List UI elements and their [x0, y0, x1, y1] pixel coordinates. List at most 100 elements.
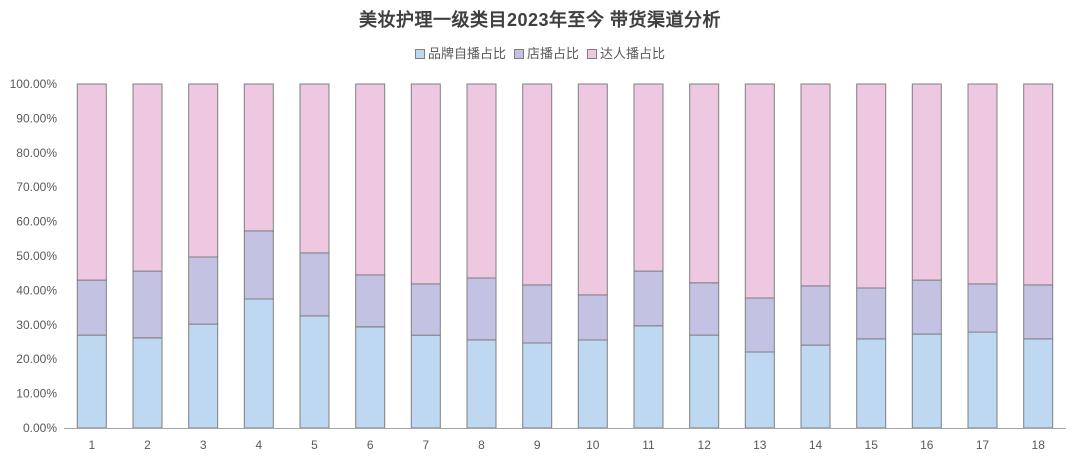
- x-tick-label: 12: [698, 438, 712, 452]
- influencer-stream-segment: [633, 83, 664, 272]
- legend-label: 达人播占比: [600, 46, 666, 61]
- influencer-stream-segment: [1023, 83, 1054, 286]
- x-tick-label: 9: [534, 438, 541, 452]
- legend-swatch: [587, 49, 597, 59]
- stacked-bar: [633, 83, 664, 429]
- store-stream-segment: [355, 274, 386, 328]
- stacked-bar: [188, 83, 219, 429]
- y-tick-label: 100.00%: [10, 77, 58, 91]
- x-tick-label: 17: [976, 438, 990, 452]
- influencer-stream-segment: [243, 83, 274, 232]
- store-stream-segment: [466, 277, 497, 341]
- x-tick-label: 10: [586, 438, 600, 452]
- stacked-bar: [466, 83, 497, 429]
- stacked-bar: [299, 83, 330, 429]
- brand-self-stream-segment: [689, 334, 720, 429]
- y-tick-label: 40.00%: [16, 283, 57, 297]
- store-stream-segment: [967, 283, 998, 333]
- stacked-bar: [800, 83, 831, 429]
- influencer-stream-segment: [522, 83, 553, 286]
- legend-swatch: [513, 49, 524, 59]
- influencer-stream-segment: [800, 83, 831, 287]
- stacked-bar: [911, 83, 942, 429]
- y-tick-label: 70.00%: [16, 180, 57, 194]
- store-stream-segment: [243, 230, 274, 300]
- stacked-bar: [577, 83, 608, 429]
- store-stream-segment: [689, 282, 720, 336]
- x-tick-label: 5: [311, 438, 318, 452]
- legend: 品牌自播占比 店播占比 达人播占比: [0, 45, 1080, 63]
- stacked-bar: [243, 83, 274, 429]
- stacked-bar: [689, 83, 720, 429]
- x-tick-label: 15: [865, 438, 879, 452]
- x-tick-label: 11: [642, 438, 655, 452]
- brand-self-stream-segment: [744, 351, 775, 429]
- x-tick-label: 4: [255, 438, 262, 452]
- stacked-bar: [856, 83, 887, 429]
- legend-swatch: [414, 49, 425, 59]
- y-tick-label: 80.00%: [16, 146, 57, 160]
- stacked-bar: [522, 83, 553, 429]
- influencer-stream-segment: [689, 83, 720, 284]
- legend-label: 品牌自播占比: [427, 46, 506, 61]
- store-stream-segment: [800, 285, 831, 346]
- brand-self-stream-segment: [132, 337, 163, 429]
- store-stream-segment: [188, 256, 219, 325]
- x-tick-label: 1: [88, 438, 95, 452]
- store-stream-segment: [132, 270, 163, 339]
- brand-self-stream-segment: [188, 323, 219, 429]
- brand-self-stream-segment: [76, 334, 107, 429]
- x-tick-label: 7: [422, 438, 429, 452]
- store-stream-segment: [76, 279, 107, 336]
- stacked-bar: [76, 83, 107, 429]
- influencer-stream-segment: [132, 83, 163, 272]
- x-tick-label: 6: [367, 438, 374, 452]
- influencer-stream-segment: [188, 83, 219, 258]
- brand-self-stream-segment: [967, 331, 998, 429]
- y-tick-label: 0.00%: [23, 421, 57, 435]
- legend-item-brand-self-stream: 品牌自播占比: [414, 45, 506, 63]
- influencer-stream-segment: [744, 83, 775, 299]
- legend-item-store-stream: 店播占比: [513, 45, 579, 63]
- influencer-stream-segment: [577, 83, 608, 296]
- brand-self-stream-segment: [243, 298, 274, 429]
- x-tick-label: 8: [478, 438, 485, 452]
- influencer-stream-segment: [299, 83, 330, 254]
- x-axis: 1 2 3 4 5 6 7 8 9 10 11 12 13 14 15 16 17 18: [64, 428, 1066, 452]
- x-tick-label: 3: [200, 438, 207, 452]
- legend-item-influencer-stream: 达人播占比: [587, 45, 665, 63]
- store-stream-segment: [299, 252, 330, 317]
- brand-self-stream-segment: [911, 333, 942, 429]
- store-stream-segment: [1023, 284, 1054, 340]
- store-stream-segment: [410, 283, 441, 336]
- chart-title: 美妆护理一级类目2023年至今 带货渠道分析: [358, 10, 722, 30]
- stacked-bar: [410, 83, 441, 429]
- stacked-bar: [132, 83, 163, 429]
- brand-self-stream-segment: [1023, 338, 1054, 429]
- y-axis: 0.00% 10.00% 20.00% 30.00% 40.00% 50.00% 60.00…: [10, 77, 58, 435]
- influencer-stream-segment: [967, 83, 998, 285]
- store-stream-segment: [522, 284, 553, 344]
- bars-group: [76, 83, 1054, 429]
- store-stream-segment: [856, 287, 887, 340]
- influencer-stream-segment: [410, 83, 441, 285]
- influencer-stream-segment: [466, 83, 497, 279]
- brand-self-stream-segment: [466, 339, 497, 429]
- stacked-bar: [1023, 83, 1054, 429]
- brand-self-stream-segment: [410, 334, 441, 429]
- stacked-bar: [967, 83, 998, 429]
- brand-self-stream-segment: [355, 326, 386, 429]
- y-tick-label: 10.00%: [16, 387, 57, 401]
- y-tick-label: 90.00%: [16, 111, 57, 125]
- y-tick-label: 30.00%: [16, 318, 57, 332]
- influencer-stream-segment: [355, 83, 386, 276]
- brand-self-stream-segment: [299, 315, 330, 429]
- y-tick-label: 20.00%: [16, 352, 57, 366]
- influencer-stream-segment: [76, 83, 107, 281]
- brand-self-stream-segment: [522, 342, 553, 429]
- store-stream-segment: [744, 297, 775, 353]
- influencer-stream-segment: [911, 83, 942, 281]
- influencer-stream-segment: [856, 83, 887, 289]
- y-tick-label: 60.00%: [16, 215, 57, 229]
